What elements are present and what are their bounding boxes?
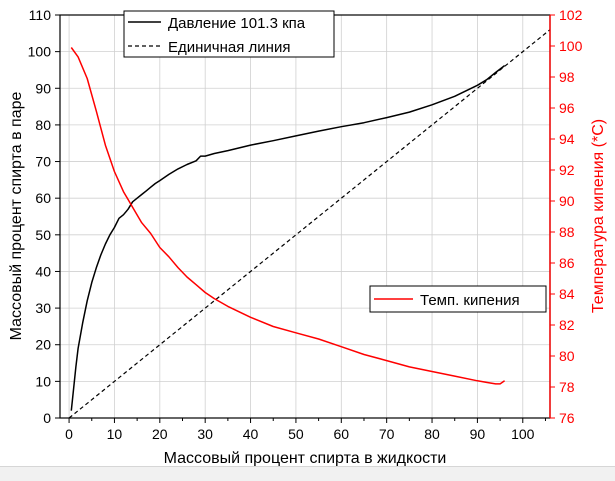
y-left-tick-label: 50 <box>35 227 51 243</box>
legend-boiling-label: Темп. кипения <box>420 292 520 309</box>
x-tick-label: 10 <box>107 426 123 442</box>
legend-vapor-label: Давление 101.3 кпа <box>168 15 306 32</box>
y-right-tick-label: 86 <box>559 255 575 271</box>
x-tick-label: 60 <box>334 426 350 442</box>
taskbar-strip <box>0 466 615 481</box>
y-left-tick-label: 10 <box>35 373 51 389</box>
y-left-tick-label: 40 <box>35 263 51 279</box>
x-tick-label: 80 <box>424 426 440 442</box>
y-axis-left-title: Массовый процент спирта в паре <box>8 92 25 341</box>
series-layer <box>68 29 551 419</box>
y-left-tick-label: 80 <box>35 117 51 133</box>
legend-unit-label: Единичная линия <box>168 39 290 56</box>
y-right-tick-label: 80 <box>559 348 575 364</box>
x-tick-label: 20 <box>152 426 168 442</box>
y-right-tick-label: 94 <box>559 131 575 147</box>
x-tick-label: 50 <box>288 426 304 442</box>
axis-ticks: 0 10 20 30 40 50 60 70 80 90 100 0 10 20 30 40 50 60 70 80 9… <box>28 7 583 442</box>
x-axis-title: Массовый процент спирта в жидкости <box>164 450 447 466</box>
chart: 0 10 20 30 40 50 60 70 80 90 100 0 10 20 30 40 50 60 70 80 9… <box>0 0 615 466</box>
x-tick-label: 0 <box>65 426 73 442</box>
y-right-tick-label: 76 <box>559 410 575 426</box>
x-tick-label: 100 <box>511 426 535 442</box>
vapor-composition-line <box>70 65 506 411</box>
y-right-tick-label: 88 <box>559 224 575 240</box>
y-right-tick-label: 90 <box>559 193 575 209</box>
x-tick-label: 30 <box>197 426 213 442</box>
y-right-tick-label: 96 <box>559 100 575 116</box>
legend-top: Давление 101.3 кпа Единичная линия <box>123 10 335 58</box>
y-axis-right-title: Температура кипения (*C) <box>590 119 607 313</box>
y-left-tick-label: 90 <box>35 80 51 96</box>
y-left-tick-label: 100 <box>28 44 52 60</box>
y-right-tick-label: 98 <box>559 69 575 85</box>
y-right-tick-label: 100 <box>559 38 583 54</box>
boiling-temperature-line <box>70 47 506 385</box>
legend-top-box <box>123 10 335 58</box>
y-right-tick-label: 84 <box>559 286 575 302</box>
y-right-tick-label: 92 <box>559 162 575 178</box>
y-left-tick-label: 110 <box>29 7 52 23</box>
unit-line <box>68 29 551 419</box>
y-left-tick-label: 0 <box>43 410 51 426</box>
x-tick-label: 70 <box>379 426 395 442</box>
y-right-tick-label: 102 <box>559 7 583 23</box>
y-left-tick-label: 30 <box>35 300 51 316</box>
x-tick-label: 90 <box>470 426 486 442</box>
y-left-tick-label: 20 <box>35 337 51 353</box>
y-left-tick-label: 70 <box>35 154 51 170</box>
y-right-tick-label: 82 <box>559 317 575 333</box>
chart-background <box>0 0 615 466</box>
legend-bottom: Темп. кипения <box>369 285 547 313</box>
y-right-tick-label: 78 <box>559 379 575 395</box>
y-left-tick-label: 60 <box>35 190 51 206</box>
x-tick-label: 40 <box>243 426 259 442</box>
